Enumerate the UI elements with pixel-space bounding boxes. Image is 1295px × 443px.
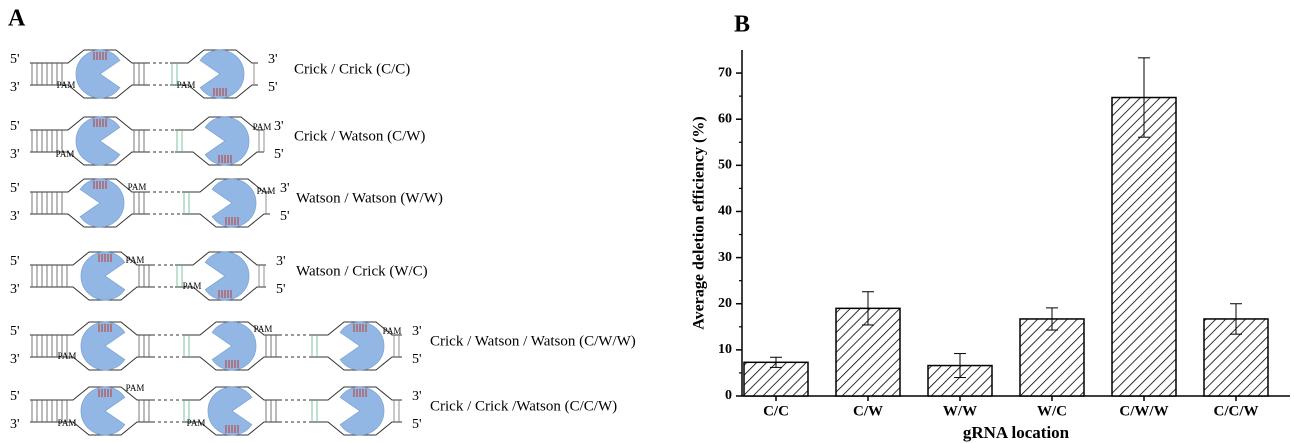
pam-label: PAM [128,182,147,192]
error-bar [770,356,782,368]
cas9 [207,386,253,436]
cas9 [79,178,125,228]
dna-strand [30,251,266,266]
cas9 [339,321,385,371]
strand-end: 5' [10,119,20,134]
y-tick-label: 50 [718,158,732,173]
row-label: Watson / Watson (W/W) [296,190,443,206]
pam-label: PAM [58,418,77,428]
bar [1019,318,1085,397]
row-label: Watson / Crick (W/C) [296,263,428,279]
error-bar [1230,303,1242,335]
row-label: Crick / Crick (C/C) [294,61,410,77]
cas9 [204,251,250,301]
y-tick-label: 30 [718,250,732,265]
error-bar [1046,307,1058,331]
strand-end: 3' [10,147,20,162]
strand-end: 3' [268,52,278,67]
cas9 [75,49,121,99]
pam-label: PAM [183,281,202,291]
strand-end: 3' [274,119,284,134]
y-tick-label: 70 [718,65,732,80]
pam-label: PAM [126,255,145,265]
pam-label: PAM [126,383,145,393]
pam-label: PAM [187,418,206,428]
x-axis-label: gRNA location [963,423,1070,442]
pam-label: PAM [58,351,77,361]
error-bar [1138,57,1150,138]
strand-end: 5' [10,324,20,339]
dna-strand [30,49,258,64]
panel-label: B [734,12,750,38]
row-label: Crick / Crick /Watson (C/C/W) [430,398,617,414]
y-tick-label: 60 [718,111,732,126]
cas9 [199,49,245,99]
error-bar [954,353,966,379]
pam-label: PAM [257,186,276,196]
strand-end: 5' [274,147,284,162]
panel-label: A [8,6,26,32]
pam-label: PAM [383,326,402,336]
pam-label: PAM [57,80,76,90]
row-label: Crick / Watson (C/W) [294,128,425,144]
cas9 [204,116,250,166]
strand-end: 5' [280,209,290,224]
dna-strand [30,213,270,228]
strand-end: 3' [10,80,20,95]
strand-end: 5' [412,417,422,432]
strand-end: 3' [10,282,20,297]
row-label: Crick / Watson / Watson (C/W/W) [430,333,636,349]
cas9 [75,116,121,166]
bar [1111,96,1177,397]
strand-end: 3' [412,324,422,339]
x-tick-label: C/C/W [1214,403,1259,419]
strand-end: 5' [10,181,20,196]
strand-end: 3' [10,352,20,367]
cas9 [211,178,257,228]
x-tick-label: C/W [853,403,883,419]
strand-end: 3' [10,417,20,432]
dna-strand [30,84,258,99]
strand-end: 5' [10,254,20,269]
pam-label: PAM [253,122,272,132]
pam-label: PAM [254,324,273,334]
error-bar [862,291,874,326]
cas9 [211,321,257,371]
cas9 [80,321,126,371]
pam-label: PAM [56,149,75,159]
strand-end: 3' [412,389,422,404]
strand-end: 5' [276,282,286,297]
y-axis-label: Average deletion efficiency (%) [691,116,708,329]
strand-end: 5' [412,352,422,367]
strand-end: 5' [10,52,20,67]
x-tick-label: C/W/W [1119,403,1168,419]
y-tick-label: 40 [718,204,732,219]
y-tick-label: 0 [725,388,732,403]
strand-end: 5' [10,389,20,404]
cas9 [80,386,126,436]
cas9 [339,386,385,436]
x-tick-label: W/C [1037,403,1067,419]
x-tick-label: C/C [763,403,789,419]
strand-end: 3' [10,209,20,224]
dna-strand [30,178,270,193]
pam-label: PAM [177,80,196,90]
x-tick-label: W/W [943,403,977,419]
strand-end: 5' [268,80,278,95]
dna-strand [30,286,266,301]
strand-end: 3' [280,181,290,196]
y-tick-label: 10 [718,342,732,357]
strand-end: 3' [276,254,286,269]
cas9 [80,251,126,301]
y-tick-label: 20 [718,296,732,311]
